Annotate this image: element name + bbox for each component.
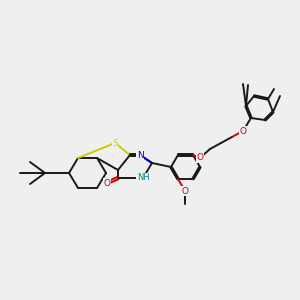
Text: O: O xyxy=(103,178,110,188)
Text: S: S xyxy=(112,139,118,148)
Text: O: O xyxy=(239,127,247,136)
Text: N: N xyxy=(136,151,143,160)
Text: O: O xyxy=(196,154,203,163)
Text: NH: NH xyxy=(136,173,149,182)
Text: O: O xyxy=(182,187,188,196)
